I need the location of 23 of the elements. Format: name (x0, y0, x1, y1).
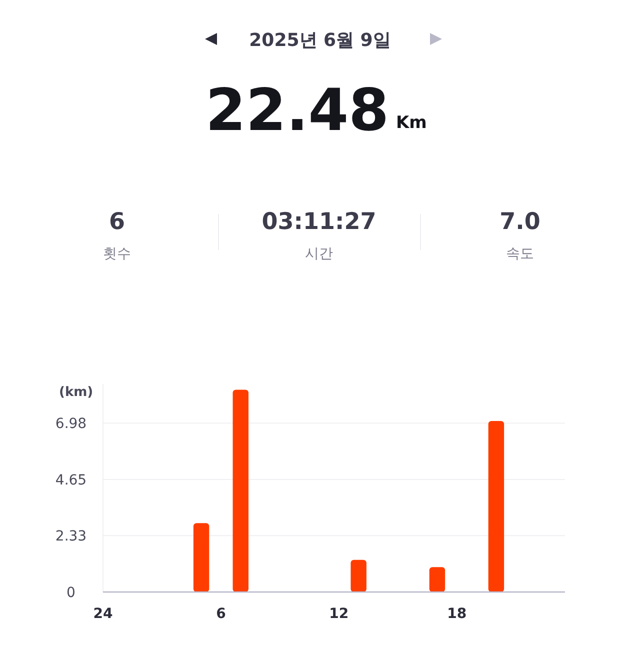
bar (193, 523, 210, 592)
x-tick-label: 24 (93, 606, 113, 622)
text: 7.0 (500, 209, 540, 235)
text: 횟수 (103, 246, 131, 262)
text: 속도 (506, 246, 534, 262)
bar (350, 560, 366, 592)
x-tick-label: 6 (216, 606, 226, 622)
y-tick-label: 0 (66, 584, 76, 601)
x-tick-label: 12 (329, 606, 349, 622)
bar (429, 567, 446, 592)
bar (488, 421, 504, 592)
text: 6 (108, 209, 126, 235)
text: 22.48 (206, 76, 389, 144)
y-tick-label: 4.65 (55, 472, 87, 488)
bar (232, 390, 248, 592)
y-axis-title: (km) (59, 385, 94, 400)
y-tick-label: 6.98 (55, 416, 87, 432)
text: 03:11:27 (262, 209, 376, 235)
chart-title: 2025년 6월 9일 (249, 30, 391, 51)
text: Km (396, 113, 427, 133)
x-tick-label: 18 (447, 606, 467, 622)
text: 시간 (305, 246, 333, 262)
y-tick-label: 2.33 (55, 528, 87, 545)
